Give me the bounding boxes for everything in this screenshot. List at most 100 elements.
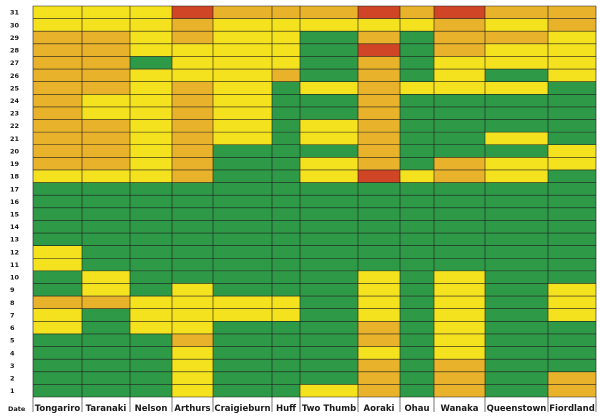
heatmap-cell	[434, 207, 485, 221]
heatmap-cell	[33, 43, 82, 57]
heatmap-cell	[300, 245, 358, 259]
heatmap-cell	[82, 94, 130, 107]
heatmap-cell	[400, 31, 434, 44]
heatmap-cell	[434, 81, 485, 95]
row-label: 31	[10, 9, 20, 17]
heatmap-cell	[82, 308, 130, 322]
heatmap-cell	[172, 169, 213, 183]
heatmap-cell	[300, 169, 358, 183]
heatmap-cell	[548, 43, 596, 57]
heatmap-cell	[358, 245, 400, 259]
heatmap-cell	[434, 169, 485, 183]
heatmap-cell	[358, 283, 400, 297]
heatmap-cell	[358, 182, 400, 196]
heatmap-cell	[434, 195, 485, 208]
heatmap-cell	[130, 207, 172, 221]
heatmap-cell	[33, 384, 82, 397]
heatmap-cell	[82, 207, 130, 221]
column-labels: Tongariro Taranaki Nelson Arthurs Craigiebur…	[35, 404, 595, 414]
heatmap-cell	[82, 69, 130, 82]
heatmap-cell	[213, 371, 272, 385]
row-label: 9	[10, 286, 15, 294]
heatmap-cell	[548, 119, 596, 133]
heatmap-cell	[172, 220, 213, 234]
heatmap-cell	[272, 144, 300, 158]
heatmap-cell	[485, 69, 548, 82]
heatmap-cell	[130, 296, 172, 309]
heatmap-cell	[82, 18, 130, 32]
heatmap-cell	[548, 321, 596, 334]
heatmap-cell	[82, 195, 130, 208]
heatmap-cell	[172, 258, 213, 271]
heatmap-cell	[33, 182, 82, 196]
heatmap-cell	[400, 207, 434, 221]
heatmap-cell	[434, 157, 485, 170]
heatmap-cell	[548, 283, 596, 297]
heatmap-cell	[130, 6, 172, 19]
heatmap-cell	[172, 346, 213, 360]
heatmap-cell	[485, 333, 548, 347]
heatmap-cell	[548, 359, 596, 372]
heatmap-cell	[33, 207, 82, 221]
column-label: Aoraki	[364, 404, 395, 414]
heatmap-cell	[434, 132, 485, 145]
heatmap-cell	[548, 195, 596, 208]
heatmap-cell	[213, 94, 272, 107]
heatmap-cell	[485, 346, 548, 360]
heatmap-cell	[272, 384, 300, 397]
heatmap-cell	[33, 283, 82, 297]
row-label: 22	[10, 122, 19, 130]
heatmap-cell	[213, 43, 272, 57]
heatmap-cell	[358, 296, 400, 309]
heatmap-cell	[548, 220, 596, 234]
heatmap-cell	[300, 6, 358, 19]
heatmap-cell	[434, 106, 485, 120]
heatmap-cell	[130, 157, 172, 170]
heatmap-cell	[358, 233, 400, 246]
heatmap-cell	[434, 94, 485, 107]
heatmap-cell	[400, 346, 434, 360]
heatmap-cell	[82, 270, 130, 284]
heatmap-cell	[358, 371, 400, 385]
heatmap-cell	[300, 233, 358, 246]
heatmap-cell	[300, 220, 358, 234]
heatmap-cell	[172, 6, 213, 19]
heatmap-cell	[82, 371, 130, 385]
row-label: 10	[10, 274, 20, 282]
heatmap-cell	[82, 43, 130, 57]
heatmap-cell	[213, 56, 272, 70]
heatmap-cell	[548, 18, 596, 32]
heatmap-cell	[82, 233, 130, 246]
heatmap-cell	[358, 169, 400, 183]
row-label: 14	[10, 223, 20, 231]
heatmap-cell	[400, 359, 434, 372]
heatmap-cell	[358, 106, 400, 120]
column-label: Two Thumb	[302, 404, 356, 414]
heatmap-cell	[33, 169, 82, 183]
heatmap-cell	[172, 371, 213, 385]
heatmap-cell	[548, 144, 596, 158]
column-label: Fiordland	[549, 404, 595, 414]
heatmap-cell	[272, 321, 300, 334]
heatmap-cell	[485, 81, 548, 95]
heatmap-cell	[172, 182, 213, 196]
heatmap-cell	[130, 169, 172, 183]
heatmap-cell	[172, 56, 213, 70]
heatmap-cell	[172, 207, 213, 221]
heatmap-cell	[33, 245, 82, 259]
heatmap-cell	[485, 6, 548, 19]
heatmap-cell	[358, 81, 400, 95]
heatmap-cell	[485, 270, 548, 284]
heatmap-cell	[300, 346, 358, 360]
heatmap-cell	[213, 258, 272, 271]
heatmap-cell	[358, 220, 400, 234]
row-label: 18	[10, 173, 20, 181]
heatmap-cell	[213, 132, 272, 145]
heatmap-cell	[434, 321, 485, 334]
heatmap-cell	[172, 31, 213, 44]
heatmap-cell	[434, 308, 485, 322]
heatmap-cell	[172, 144, 213, 158]
heatmap-cell	[172, 69, 213, 82]
heatmap-cell	[485, 283, 548, 297]
